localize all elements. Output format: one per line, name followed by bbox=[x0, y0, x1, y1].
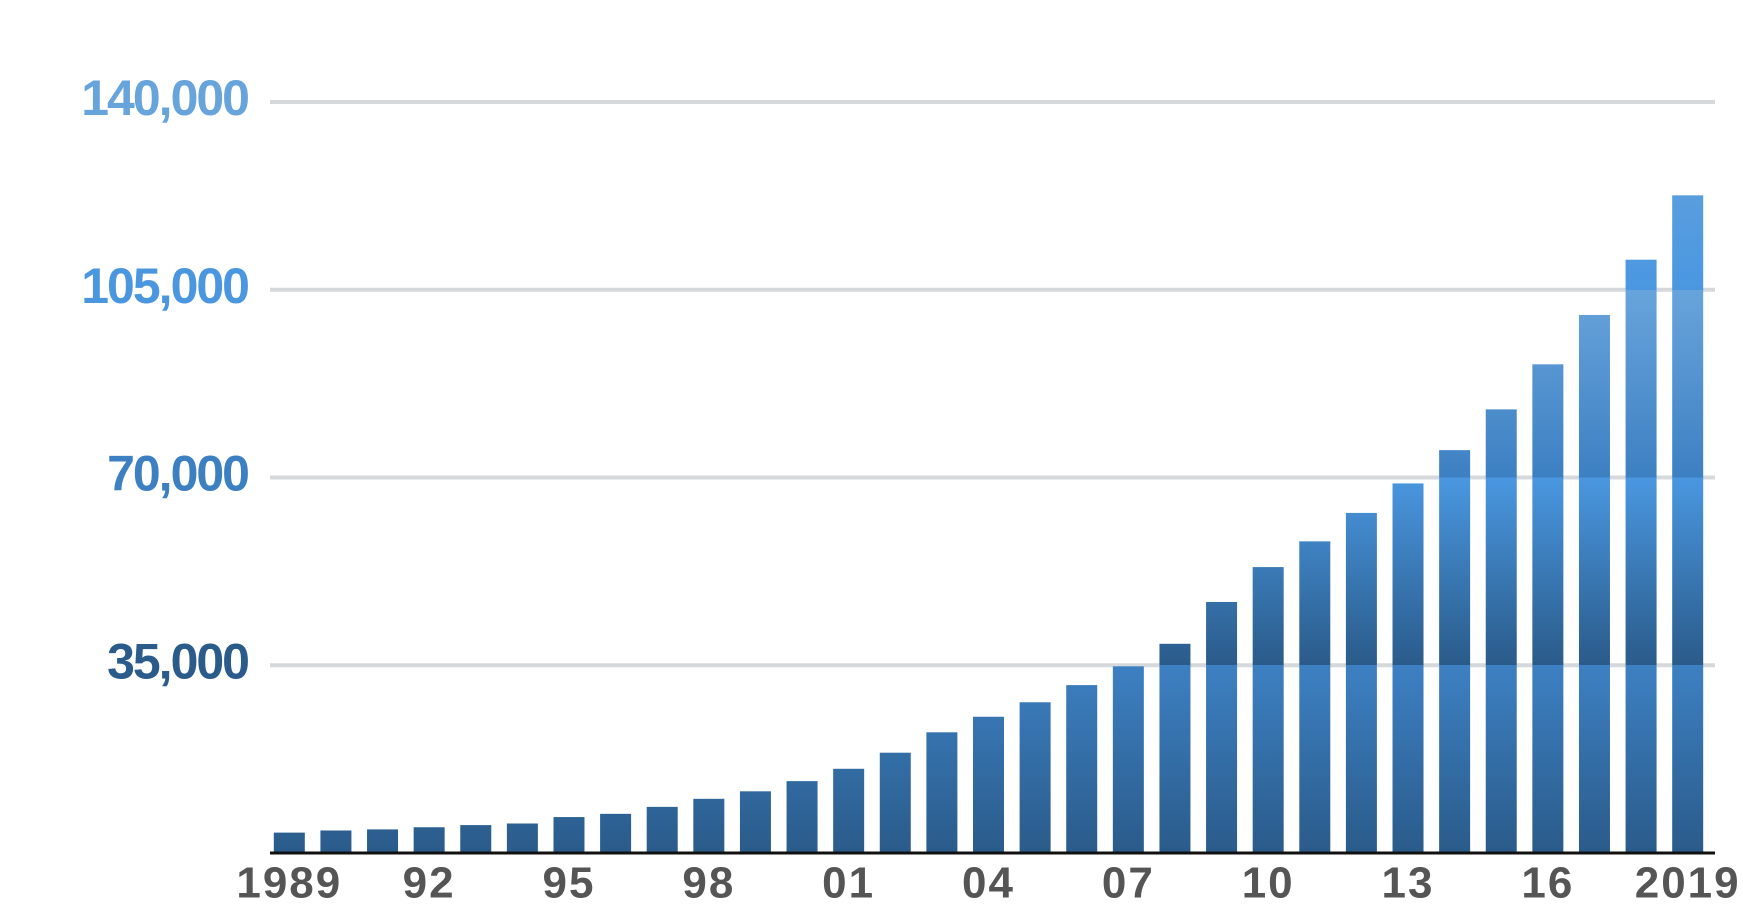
y-tick-label: 105,000 bbox=[81, 258, 248, 314]
y-tick-label: 70,000 bbox=[107, 446, 248, 502]
y-tick-label: 35,000 bbox=[107, 633, 248, 689]
bar bbox=[1066, 685, 1098, 853]
bar bbox=[1439, 450, 1471, 853]
x-tick-label: 01 bbox=[822, 859, 875, 908]
bar bbox=[879, 752, 911, 853]
x-tick-label: 98 bbox=[682, 859, 735, 908]
x-tick-label: 95 bbox=[543, 859, 596, 908]
bar bbox=[413, 827, 445, 853]
bar bbox=[1578, 314, 1610, 853]
bar bbox=[1252, 567, 1284, 853]
bar bbox=[646, 806, 678, 853]
bar bbox=[600, 813, 632, 853]
bar bbox=[693, 798, 725, 853]
x-tick-label: 04 bbox=[962, 859, 1015, 908]
bar bbox=[833, 768, 865, 853]
bar bbox=[1112, 666, 1144, 853]
bar bbox=[1019, 702, 1051, 853]
x-tick-label: 16 bbox=[1521, 859, 1574, 908]
bar bbox=[973, 716, 1004, 853]
bar bbox=[1159, 643, 1191, 853]
bar bbox=[273, 832, 305, 853]
bar bbox=[1206, 601, 1238, 853]
bar bbox=[926, 732, 958, 853]
x-tick-label: 2019 bbox=[1635, 859, 1741, 908]
bar bbox=[506, 823, 538, 853]
bar bbox=[1345, 512, 1377, 853]
bar bbox=[786, 781, 818, 853]
y-tick-label: 140,000 bbox=[81, 70, 248, 126]
x-tick-label: 07 bbox=[1102, 859, 1155, 908]
bar bbox=[1485, 409, 1517, 853]
bar bbox=[1299, 541, 1331, 853]
bar bbox=[460, 825, 492, 853]
bar bbox=[553, 817, 585, 853]
bar bbox=[367, 829, 399, 853]
bar bbox=[1392, 483, 1424, 853]
bar bbox=[320, 830, 352, 853]
bar bbox=[1672, 195, 1704, 854]
x-tick-label: 10 bbox=[1242, 859, 1295, 908]
bar bbox=[1532, 364, 1564, 853]
x-tick-label: 1989 bbox=[236, 859, 342, 908]
x-tick-label: 92 bbox=[403, 859, 456, 908]
x-tick-label: 13 bbox=[1382, 859, 1435, 908]
bar bbox=[739, 791, 771, 853]
bar bbox=[1625, 259, 1657, 854]
